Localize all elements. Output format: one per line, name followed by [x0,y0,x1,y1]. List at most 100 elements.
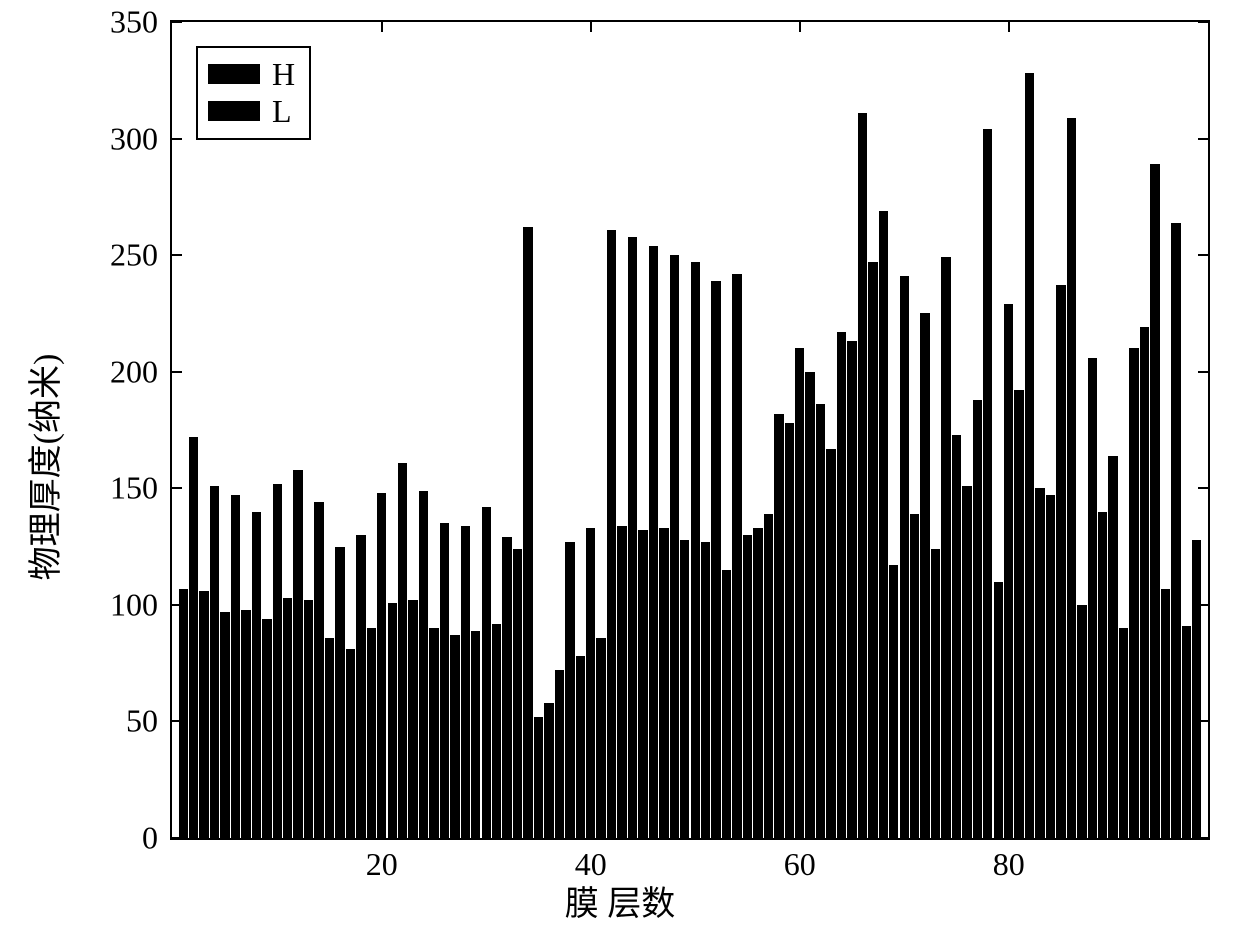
bar [377,493,386,838]
bar [1046,495,1055,838]
y-tick [172,138,182,140]
bar [461,526,470,838]
bar [732,274,741,838]
y-tick-label: 0 [142,820,158,857]
bar [179,589,188,838]
bar [607,230,616,839]
x-tick [799,828,801,838]
bar [314,502,323,838]
y-tick-label: 100 [110,586,158,623]
bar [691,262,700,838]
bar [701,542,710,838]
x-tick-label: 60 [784,846,816,883]
bar [502,537,511,838]
bar [565,542,574,838]
bar [262,619,271,838]
bar [670,255,679,838]
bar [1182,626,1191,838]
bar [325,638,334,839]
bar [1077,605,1086,838]
bar [722,570,731,838]
y-tick [1198,720,1208,722]
bar [858,113,867,838]
bar [273,484,282,838]
x-tick [1008,22,1010,32]
bar [555,670,564,838]
y-tick-label: 300 [110,120,158,157]
y-tick-label: 200 [110,353,158,390]
plot-area: H L 05010015020025030035020406080 [170,20,1210,840]
x-tick [1008,828,1010,838]
bar [1192,540,1201,838]
y-tick [1198,604,1208,606]
bar [210,486,219,838]
bar [879,211,888,838]
bar [941,257,950,838]
y-axis-label: 物理厚度(纳米) [18,353,67,580]
x-axis-label: 膜 层数 [565,876,676,925]
y-tick [1198,371,1208,373]
bar [1129,348,1138,838]
bar [429,628,438,838]
bar [659,528,668,838]
bar [304,600,313,838]
bar [513,549,522,838]
bar [785,423,794,838]
bar [388,603,397,838]
bar [764,514,773,838]
bar [952,435,961,838]
bar [231,495,240,838]
bar [220,612,229,838]
bar [1119,628,1128,838]
bar [586,528,595,838]
bar [983,129,992,838]
bar [523,227,532,838]
y-tick [1198,138,1208,140]
bar [1088,358,1097,838]
chart-container: 物理厚度(纳米) 膜 层数 H L 0501001502002503003502… [0,0,1240,933]
bar [241,610,250,838]
bar [408,600,417,838]
y-tick [1198,837,1208,839]
bar [534,717,543,838]
bar [774,414,783,838]
bar [628,237,637,839]
y-tick-label: 50 [126,703,158,740]
bar [1140,327,1149,838]
bar [335,547,344,838]
bar [1171,223,1180,838]
y-tick [172,21,182,23]
bar [1035,488,1044,838]
bar [450,635,459,838]
bar [649,246,658,838]
bar [1025,73,1034,838]
bar [199,591,208,838]
x-tick-label: 80 [993,846,1025,883]
bar [1056,285,1065,838]
bar [1108,456,1117,838]
bar [816,404,825,838]
y-tick [172,837,182,839]
bar [356,535,365,838]
bar [743,535,752,838]
bar [398,463,407,838]
bar [1014,390,1023,838]
bar [638,530,647,838]
bar [1098,512,1107,838]
bar [576,656,585,838]
y-tick [1198,254,1208,256]
bar [1150,164,1159,838]
y-tick-label: 350 [110,4,158,41]
bar [252,512,261,838]
x-tick-label: 20 [366,846,398,883]
bar [973,400,982,838]
bar [596,638,605,839]
bar [419,491,428,838]
y-tick [172,254,182,256]
bars-layer [172,22,1208,838]
y-tick [1198,487,1208,489]
x-tick-label: 40 [575,846,607,883]
bar [492,624,501,838]
x-tick [381,828,383,838]
y-tick [172,487,182,489]
